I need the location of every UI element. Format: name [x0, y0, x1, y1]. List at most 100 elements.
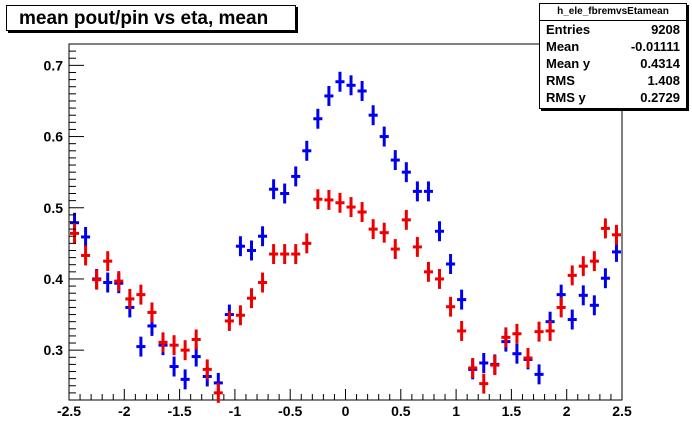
data-point [158, 332, 168, 353]
data-point [313, 108, 323, 129]
data-point [534, 364, 544, 385]
x-tick-label: -0.5 [278, 403, 302, 419]
data-point [357, 202, 367, 222]
data-point [379, 222, 389, 243]
data-point [302, 233, 312, 254]
data-point [600, 218, 610, 239]
data-point [258, 226, 268, 247]
data-point [92, 269, 102, 290]
y-tick-label: 0.7 [44, 57, 64, 73]
stats-label: RMS [546, 73, 575, 88]
stats-value: 1.408 [647, 73, 680, 88]
data-point [335, 71, 345, 92]
data-point [523, 348, 533, 368]
y-tick-label: 0.6 [44, 129, 64, 145]
x-tick-label: 2.5 [612, 403, 632, 419]
data-point [457, 320, 467, 341]
stats-label: Mean [546, 39, 580, 54]
data-point [423, 261, 433, 282]
data-point [479, 353, 489, 373]
data-point [446, 254, 456, 274]
x-tick-label: 0 [342, 403, 350, 419]
data-point [191, 329, 201, 350]
series-red [70, 189, 621, 403]
data-point [390, 239, 400, 260]
data-point [368, 105, 378, 126]
data-point [589, 251, 599, 272]
y-tick-label: 0.5 [44, 200, 64, 216]
data-point [147, 302, 157, 323]
data-point [512, 323, 522, 344]
x-tick-label: 1.5 [502, 403, 522, 419]
data-point [136, 336, 146, 357]
data-point [390, 150, 400, 171]
stats-label: RMS y [546, 90, 586, 105]
data-point [180, 369, 190, 390]
data-point [246, 240, 257, 261]
data-point [324, 86, 334, 106]
x-tick-label: 1 [452, 403, 460, 419]
data-point [103, 272, 113, 293]
data-point [346, 75, 356, 96]
data-point [412, 236, 422, 257]
data-point [280, 183, 290, 204]
data-point [324, 189, 334, 210]
x-tick-label: -1 [229, 403, 242, 419]
stats-row-mean: Mean -0.01111 [540, 38, 686, 55]
data-point [534, 321, 544, 342]
data-point [335, 192, 345, 213]
data-point [346, 197, 356, 218]
data-point [291, 244, 301, 265]
data-point [379, 126, 389, 147]
stats-box: h_ele_fbremvsEtamean Entries 9208 Mean -… [539, 3, 687, 109]
data-point [401, 162, 411, 183]
data-point [246, 288, 257, 309]
stats-row-entries: Entries 9208 [540, 21, 686, 38]
data-point [567, 309, 577, 330]
data-point [169, 335, 179, 356]
data-point [401, 209, 411, 230]
stats-value: 0.2729 [640, 90, 680, 105]
data-point [600, 268, 610, 289]
data-point [589, 295, 599, 316]
stats-row-rms-y: RMS y 0.2729 [540, 89, 686, 106]
data-point [479, 373, 489, 394]
data-point [611, 224, 621, 245]
data-point [468, 357, 478, 378]
stats-label: Entries [546, 22, 591, 37]
data-point [313, 189, 323, 210]
data-point [169, 356, 179, 377]
data-point [114, 271, 124, 292]
stats-label: Mean y [546, 56, 591, 71]
data-point [180, 340, 190, 361]
data-point [501, 327, 511, 348]
stats-row-rms: RMS 1.408 [540, 72, 686, 89]
x-tick-label: -1.5 [168, 403, 192, 419]
stats-value: -0.01111 [630, 39, 680, 54]
data-point [434, 268, 445, 289]
data-point [291, 166, 301, 187]
data-point [269, 244, 279, 265]
chart-title: mean pout/pin vs eta, mean [6, 5, 296, 31]
stats-value: 0.4314 [640, 56, 680, 71]
x-tick-label: -2.5 [57, 403, 81, 419]
data-point [578, 256, 588, 277]
data-point [578, 285, 588, 306]
x-tick-label: 0.5 [391, 403, 411, 419]
data-point [556, 297, 566, 318]
data-point [202, 359, 212, 380]
stats-value: 9208 [651, 22, 680, 37]
data-point [446, 296, 456, 317]
data-point [357, 81, 367, 101]
stats-name: h_ele_fbremvsEtamean [540, 4, 686, 21]
data-point [368, 219, 378, 240]
data-point [81, 226, 91, 247]
series-blue [70, 71, 621, 393]
data-point [490, 355, 500, 376]
data-point [302, 140, 312, 161]
data-point [611, 241, 621, 262]
data-point [567, 265, 577, 286]
x-tick-label: 2 [563, 403, 571, 419]
data-point [81, 245, 91, 266]
